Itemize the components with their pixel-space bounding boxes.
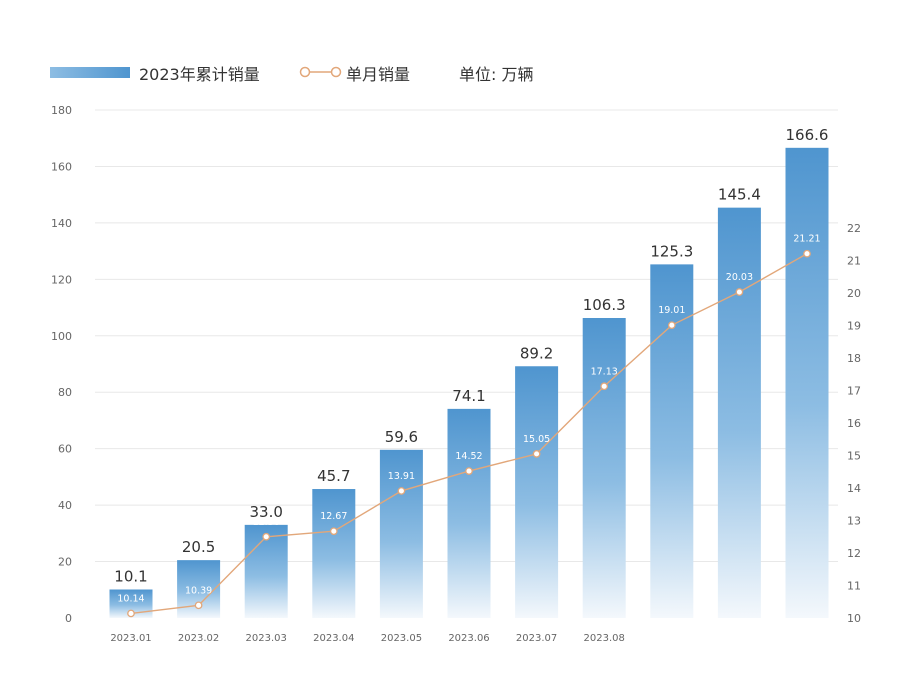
right-tick-label: 16 bbox=[847, 417, 861, 430]
left-tick-label: 40 bbox=[58, 499, 72, 512]
right-tick-label: 19 bbox=[847, 320, 861, 333]
bar-value-label: 33.0 bbox=[249, 503, 282, 521]
left-tick-label: 180 bbox=[51, 104, 72, 117]
line-value-label: 12.67 bbox=[320, 511, 347, 522]
bar bbox=[447, 408, 491, 618]
line-point bbox=[262, 532, 271, 541]
left-tick-label: 0 bbox=[65, 612, 72, 625]
x-tick-label: 2023.08 bbox=[584, 633, 625, 644]
x-tick-label: 2023.07 bbox=[516, 633, 557, 644]
bar-value-label: 74.1 bbox=[452, 387, 485, 405]
left-tick-label: 20 bbox=[58, 556, 72, 569]
unit-label: 单位: 万辆 bbox=[459, 65, 533, 84]
bar bbox=[515, 366, 559, 618]
line-point bbox=[127, 609, 135, 618]
right-axis: 10 11 12 13 14 15 16 17 18 19 20 21 22 bbox=[847, 222, 861, 625]
line-value-label: 20.03 bbox=[726, 272, 753, 283]
bar-series: 10.1 20.5 33.0 45.7 59.6 74.1 89.2 106.3 125.3 14… bbox=[109, 126, 829, 618]
line-value-label: 13.91 bbox=[388, 471, 415, 482]
right-tick-label: 12 bbox=[847, 547, 861, 560]
bar-value-label: 59.6 bbox=[385, 428, 418, 446]
bar-value-label: 166.6 bbox=[786, 126, 829, 144]
line-point bbox=[397, 487, 406, 495]
line-point bbox=[329, 527, 338, 536]
right-tick-label: 10 bbox=[847, 612, 861, 625]
right-tick-label: 18 bbox=[847, 352, 861, 365]
right-tick-label: 14 bbox=[847, 482, 861, 495]
left-axis: 0 20 40 60 80 100 120 140 160 180 bbox=[51, 104, 72, 625]
left-tick-label: 60 bbox=[58, 443, 72, 456]
legend: 2023年累计销量 单月销量 单位: 万辆 bbox=[50, 65, 533, 84]
legend-bar-label: 2023年累计销量 bbox=[139, 65, 260, 84]
right-tick-label: 11 bbox=[847, 580, 861, 593]
line-value-label: 17.13 bbox=[591, 366, 618, 377]
line-series: 10.14 10.39 12.50 12.67 13.91 14.52 15.05 17.13… bbox=[117, 234, 821, 618]
x-tick-label: 2023.02 bbox=[178, 633, 219, 644]
bar-value-label: 145.4 bbox=[718, 186, 761, 204]
bar-value-label: 10.1 bbox=[114, 567, 147, 585]
right-tick-label: 13 bbox=[847, 515, 861, 528]
line-value-label: 15.05 bbox=[523, 434, 550, 445]
legend-line-label: 单月销量 bbox=[346, 65, 410, 84]
right-tick-label: 15 bbox=[847, 450, 861, 463]
left-tick-label: 160 bbox=[51, 160, 72, 173]
legend-line-swatch bbox=[299, 66, 342, 78]
left-tick-label: 80 bbox=[58, 386, 72, 399]
line-point bbox=[465, 467, 473, 475]
left-tick-label: 120 bbox=[51, 273, 72, 286]
bar bbox=[312, 489, 356, 618]
bar-value-label: 45.7 bbox=[317, 467, 350, 485]
line-point bbox=[194, 601, 203, 610]
right-tick-label: 20 bbox=[847, 287, 861, 300]
x-tick-label: 2023.04 bbox=[313, 633, 354, 644]
right-tick-label: 17 bbox=[847, 385, 861, 398]
legend-bar-swatch bbox=[50, 67, 130, 78]
line-value-label: 19.01 bbox=[658, 305, 685, 316]
x-tick-label: 2023.06 bbox=[448, 633, 489, 644]
bar-value-label: 125.3 bbox=[650, 242, 693, 260]
line-point bbox=[667, 321, 676, 330]
x-tick-label: 2023.01 bbox=[110, 633, 151, 644]
left-tick-label: 100 bbox=[51, 330, 72, 343]
x-axis: 2023.01 2023.02 2023.03 2023.04 2023.05 2023.… bbox=[110, 633, 625, 644]
line-value-label: 12.50 bbox=[253, 517, 280, 528]
bar-value-label: 106.3 bbox=[583, 296, 626, 314]
line-value-label: 10.39 bbox=[185, 585, 212, 596]
line-point bbox=[735, 288, 744, 296]
bar bbox=[582, 317, 626, 618]
bar bbox=[717, 207, 761, 618]
x-tick-label: 2023.05 bbox=[381, 633, 422, 644]
line-value-label: 10.14 bbox=[117, 593, 144, 604]
x-tick-label: 2023.03 bbox=[246, 633, 287, 644]
bar bbox=[379, 449, 423, 618]
line-point bbox=[803, 249, 811, 258]
line-point bbox=[532, 450, 541, 458]
bar-value-label: 20.5 bbox=[182, 538, 215, 556]
line-value-label: 14.52 bbox=[455, 451, 482, 462]
bar bbox=[785, 147, 829, 618]
right-tick-label: 21 bbox=[847, 255, 861, 268]
line-point bbox=[600, 382, 609, 391]
line-value-label: 21.21 bbox=[793, 234, 820, 245]
left-tick-label: 140 bbox=[51, 217, 72, 230]
right-tick-label: 22 bbox=[847, 222, 861, 235]
bar-value-label: 89.2 bbox=[520, 344, 553, 362]
